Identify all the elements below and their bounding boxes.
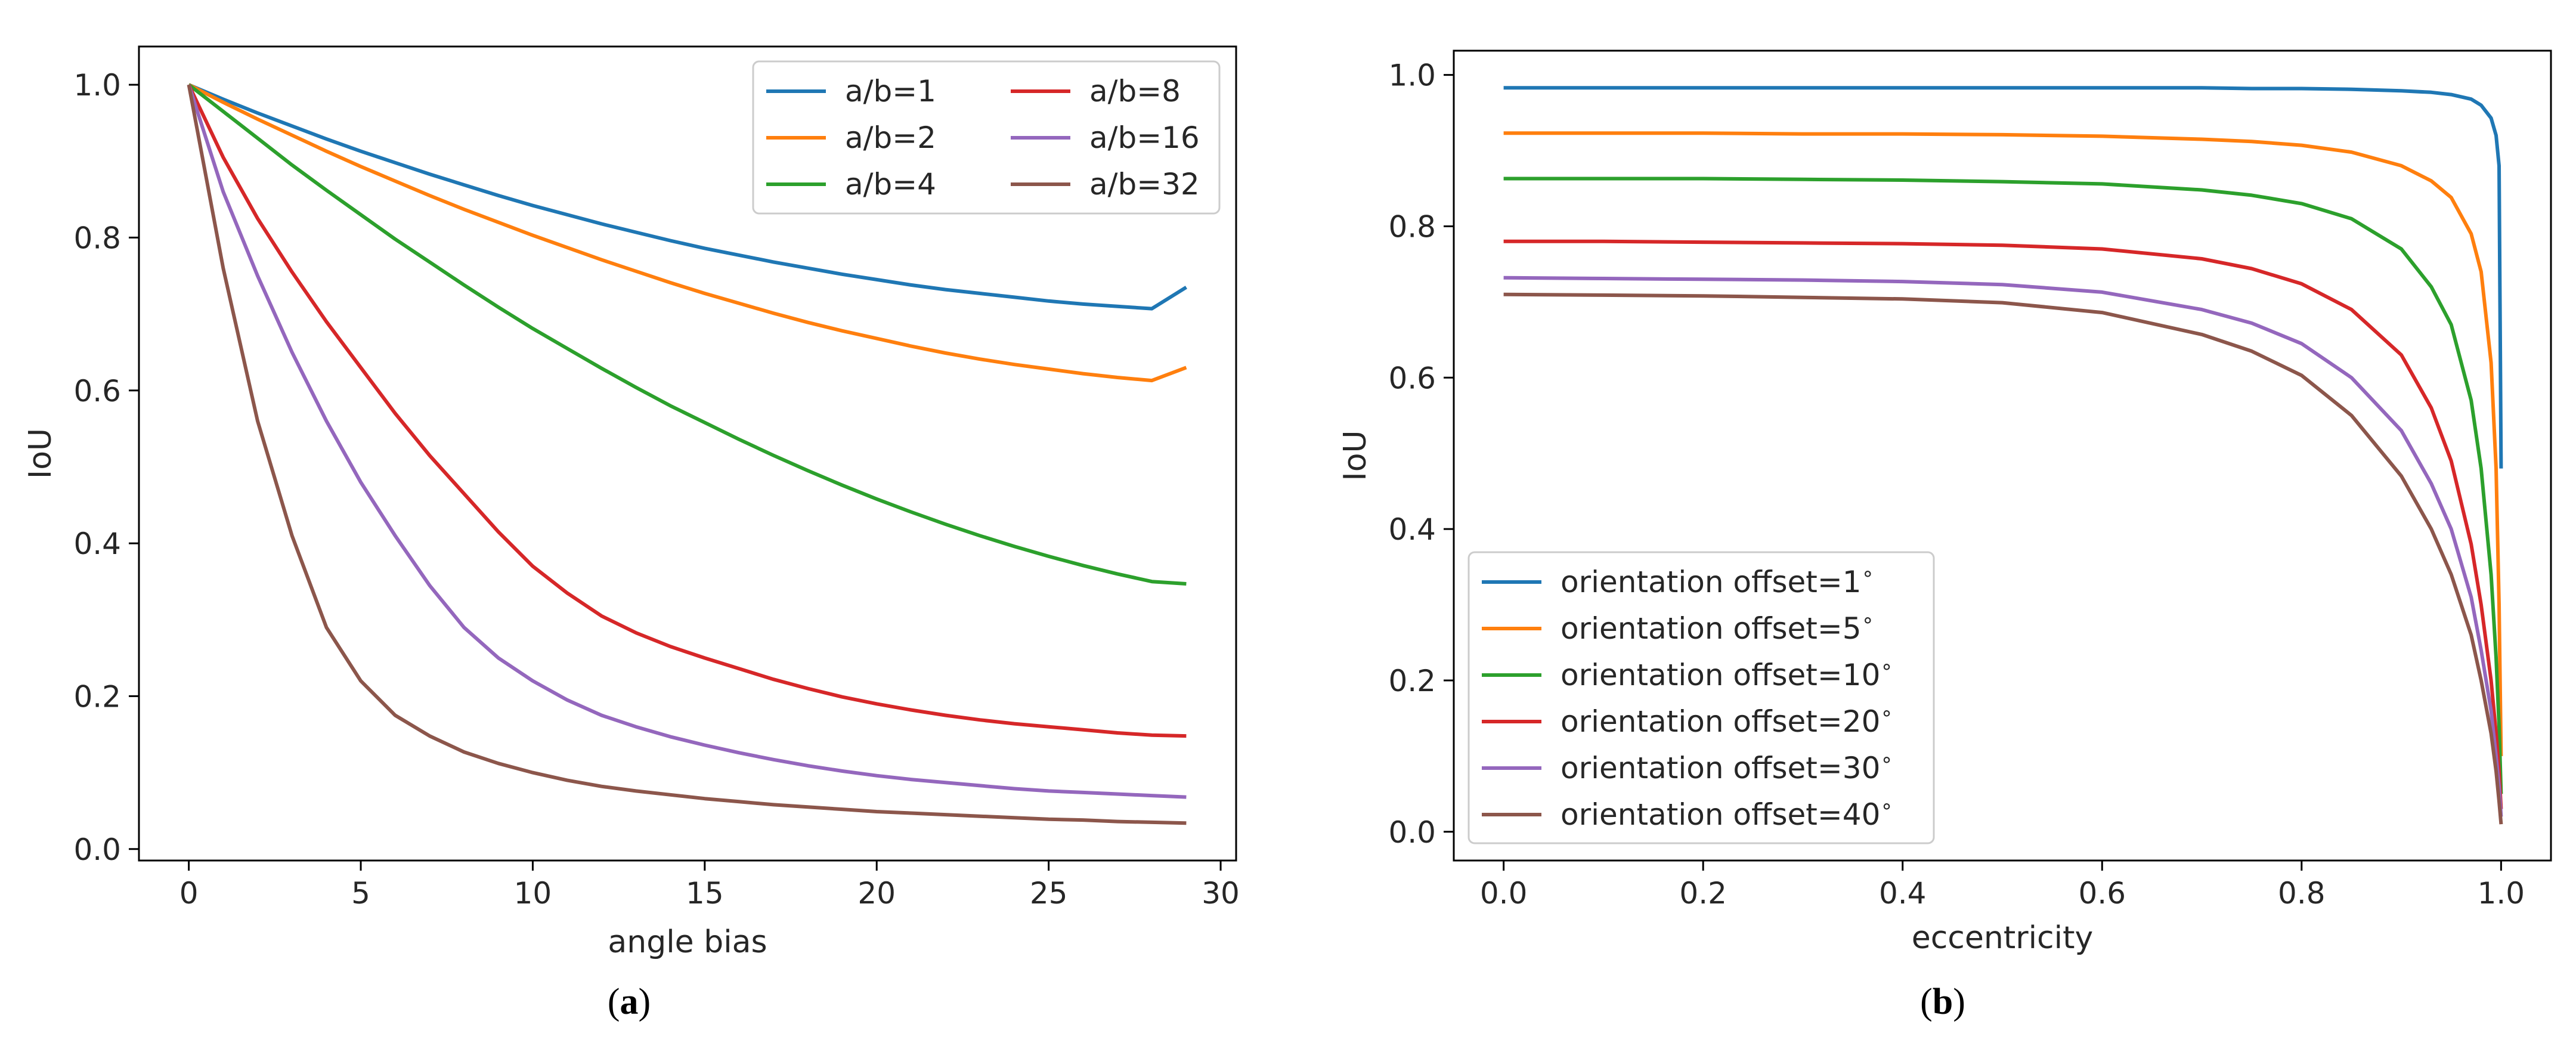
legend-entry-label: a/b=32 xyxy=(1089,167,1200,202)
legend-frame xyxy=(1467,551,1935,844)
y-axis-label: IoU xyxy=(1337,430,1373,481)
series-line-1 xyxy=(188,83,1187,383)
x-tick-label: 20 xyxy=(857,876,896,911)
legend-entry-label: a/b=8 xyxy=(1089,74,1181,109)
x-axis-label: angle bias xyxy=(608,924,767,960)
x-tick-label: 15 xyxy=(686,876,724,911)
plot-area xyxy=(187,83,1187,825)
y-tick-label: 0.2 xyxy=(73,679,121,714)
series-line-4 xyxy=(1503,276,2503,817)
series-line-3 xyxy=(187,83,1187,738)
x-tick-label: 0 xyxy=(179,876,199,911)
legend-entry-label: orientation offset=1∘​ xyxy=(1561,562,1874,599)
legend-entry-label: orientation offset=10∘​ xyxy=(1561,655,1893,692)
series-line-1 xyxy=(1503,131,2503,756)
x-tick-label: 0.2 xyxy=(1679,876,1727,911)
legend-entry-label: a/b=2 xyxy=(845,120,936,155)
series-line-0 xyxy=(1503,86,2503,469)
legend-entry-label: orientation offset=20∘​ xyxy=(1561,701,1893,739)
y-tick-label: 0.8 xyxy=(73,221,121,255)
legend: orientation offset=1∘​ orientation offset… xyxy=(1467,551,1935,844)
y-tick-label: 1.0 xyxy=(1388,58,1436,93)
legend-entry-label: a/b=1 xyxy=(845,74,936,109)
y-tick-label: 0.4 xyxy=(73,527,121,561)
series-line-2 xyxy=(187,83,1187,586)
y-tick-label: 1.0 xyxy=(73,68,121,103)
x-tick-label: 0.8 xyxy=(2278,876,2326,911)
y-axis-label: IoU xyxy=(23,428,58,479)
legend-entry-label: a/b=16 xyxy=(1089,120,1200,155)
x-tick-label: 0.6 xyxy=(2079,876,2126,911)
series-line-2 xyxy=(1503,177,2503,794)
axes-frame xyxy=(1453,49,2552,862)
series-line-5 xyxy=(187,84,1187,825)
x-tick-label: 25 xyxy=(1030,876,1068,911)
chart-panel-a: 0 5 10 15 20 25 30 0.0 0.2 0.4 0.6 0.8 1.0 angle bias… xyxy=(23,45,1240,1022)
x-tick-label: 10 xyxy=(514,876,552,911)
y-tick-label: 0.2 xyxy=(1388,664,1436,698)
panel-caption: (b) xyxy=(1920,982,1965,1022)
y-tick-label: 0.8 xyxy=(1388,209,1436,244)
series-line-5 xyxy=(1503,292,2503,825)
x-axis-label: eccentricity xyxy=(1912,920,2094,956)
x-tick-label: 30 xyxy=(1202,876,1240,911)
series-line-0 xyxy=(188,83,1187,311)
legend-entry-label: orientation offset=30∘​ xyxy=(1561,748,1893,785)
x-tick-label: 0.0 xyxy=(1480,876,1528,911)
legend-entry-label: a/b=4 xyxy=(845,167,936,202)
legend-frame xyxy=(752,60,1221,215)
x-tick-label: 1.0 xyxy=(2478,876,2525,911)
x-tick-label: 5 xyxy=(351,876,370,911)
y-tick-label: 0.6 xyxy=(73,374,121,408)
y-tick-label: 0.4 xyxy=(1388,512,1436,547)
y-tick-label: 0.0 xyxy=(1388,815,1436,850)
legend: a/b=1 a/b=2 a/b=4 a/b=8 a/b=16 a/b=32 xyxy=(752,60,1221,215)
panel-caption: (a) xyxy=(608,982,651,1022)
series-line-3 xyxy=(1503,239,2503,809)
axes-frame xyxy=(138,45,1237,862)
x-tick-label: 0.4 xyxy=(1879,876,1927,911)
y-tick-label: 0.6 xyxy=(1388,361,1436,395)
y-tick-label: 0.0 xyxy=(73,832,121,867)
plot-area xyxy=(1503,86,2503,825)
legend-entry-label: orientation offset=40∘​ xyxy=(1561,794,1893,832)
chart-panel-b: 0.0 0.2 0.4 0.6 0.8 1.0 0.0 0.2 0.4 0.6 0.8 1.0 ecce… xyxy=(1337,49,2552,1022)
legend-entry-label: orientation offset=5∘​ xyxy=(1561,608,1874,646)
series-line-4 xyxy=(187,84,1187,799)
